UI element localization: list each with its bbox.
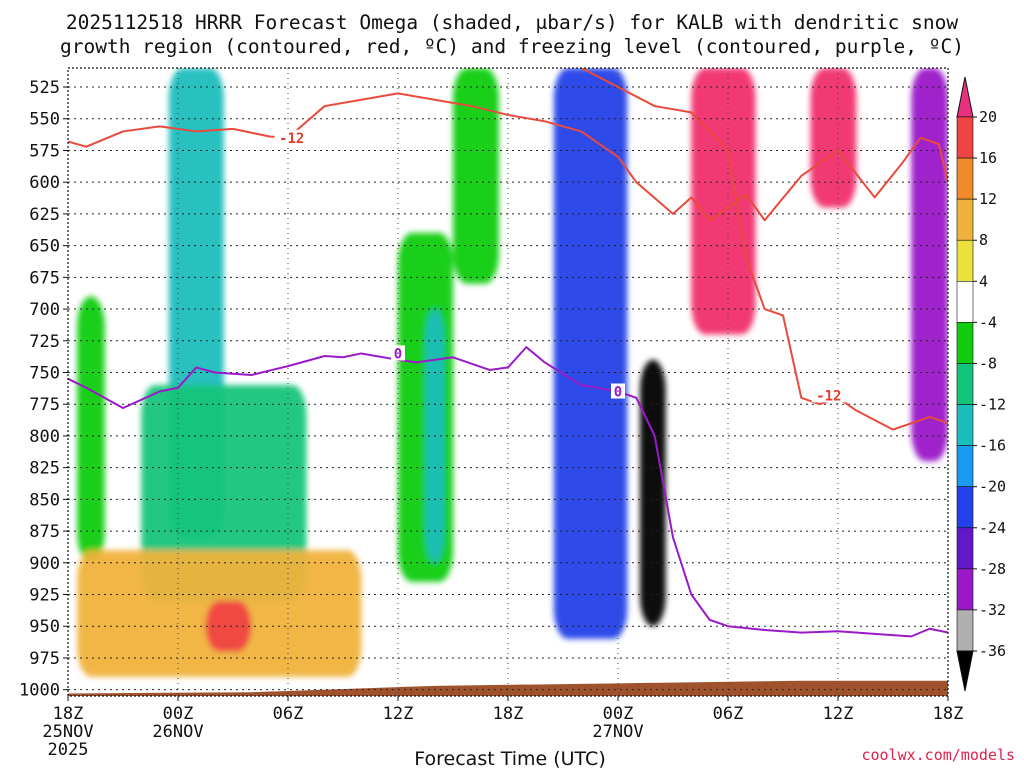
plot-area: -12 -12 0 0 xyxy=(67,67,949,697)
y-tick-label-725: 725 xyxy=(29,332,60,352)
colorbar-label-6: -8 xyxy=(979,354,997,372)
contour-label-bg-2 xyxy=(391,345,405,361)
omega-region-lower-teal-band xyxy=(141,385,307,601)
x-tick-label-2-0: 06Z xyxy=(273,704,304,724)
x-tick-label-4-0: 18Z xyxy=(493,704,524,724)
y-tick-label-975: 975 xyxy=(29,649,60,669)
omega-region-black-core-02z xyxy=(640,359,666,627)
contour-label-0: -12 xyxy=(279,131,304,147)
contour-label-2: 0 xyxy=(394,346,402,362)
colorbar-label-11: -28 xyxy=(979,560,1006,578)
y-tick-label-875: 875 xyxy=(29,522,60,542)
y-tick-label-550: 550 xyxy=(29,110,60,130)
x-tick-label-0-0: 18Z xyxy=(53,704,84,724)
colorbar-box-2 xyxy=(956,198,974,241)
colorbar-box-6 xyxy=(956,363,974,405)
omega-region-blue-column-21z xyxy=(553,68,628,639)
colorbar-box-12 xyxy=(956,609,974,652)
y-tick-label-950: 950 xyxy=(29,617,60,637)
colorbar-top-arrow xyxy=(956,76,974,118)
omega-region-purple-column-17z xyxy=(911,68,948,462)
x-tick-label-7-0: 12Z xyxy=(823,704,854,724)
x-tick-label-0-1: 25NOV xyxy=(42,722,93,742)
colorbar-box-7 xyxy=(956,404,974,446)
colorbar-box-8 xyxy=(956,445,974,487)
colorbar-label-10: -24 xyxy=(979,519,1006,537)
colorbar-label-2: 12 xyxy=(979,190,997,208)
y-tick-label-775: 775 xyxy=(29,395,60,415)
colorbar-label-5: -4 xyxy=(979,313,997,331)
grid-lines xyxy=(68,68,948,696)
y-tick-label-625: 625 xyxy=(29,205,60,225)
y-tick-label-925: 925 xyxy=(29,586,60,606)
colorbar-box-4 xyxy=(956,281,974,323)
chart-title-line-2: growth region (contoured, red, ºC) and f… xyxy=(60,35,964,58)
colorbar-box-11 xyxy=(956,568,974,611)
chart-title-line-1: 2025112518 HRRR Forecast Omega (shaded, … xyxy=(66,11,958,34)
contour-label-1: -12 xyxy=(816,388,841,404)
y-tick-label-650: 650 xyxy=(29,237,60,257)
omega-region-red-max-03z-low xyxy=(205,600,252,652)
colorbar-box-5 xyxy=(956,322,974,364)
omega-region-green-column-early xyxy=(77,296,105,563)
omega-shading xyxy=(77,68,948,677)
omega-region-magenta-column-04z xyxy=(691,68,756,335)
colorbar-label-12: -32 xyxy=(979,601,1006,619)
colorbar-box-9 xyxy=(956,486,974,529)
y-tick-label-825: 825 xyxy=(29,459,60,479)
colorbar-label-9: -20 xyxy=(979,478,1006,496)
x-tick-label-6-0: 06Z xyxy=(713,704,744,724)
dgz-contour-lower xyxy=(580,68,948,431)
dgz-contour-upper xyxy=(68,92,948,222)
x-tick-label-5-1: 27NOV xyxy=(592,722,643,742)
contour-label-bg-0 xyxy=(274,129,309,145)
colorbar-box-3 xyxy=(956,239,974,282)
colorbar-box-0 xyxy=(956,116,974,159)
colorbar: 20 16 12 8 4 -4 -8 -12 -16 -20 -24 -28 -32 -36 xyxy=(956,76,1006,692)
contour-label-bg-1 xyxy=(811,387,846,403)
y-tick-label-800: 800 xyxy=(29,427,60,447)
contour-labels: -12 -12 0 0 xyxy=(274,129,846,404)
contour-lines xyxy=(68,68,948,638)
colorbar-label-7: -12 xyxy=(979,396,1006,414)
y-tick-label-675: 675 xyxy=(29,268,60,288)
freezing-level-contour xyxy=(68,346,948,638)
credit-label: coolwx.com/models xyxy=(861,746,1015,764)
x-tick-label-8-0: 18Z xyxy=(933,704,964,724)
y-axis: 525 550 575 600 625 650 675 700 725 750 775 800 825 8… xyxy=(19,78,68,701)
colorbar-label-3: 8 xyxy=(979,231,988,249)
colorbar-label-0: 20 xyxy=(979,108,997,126)
x-axis-label: Forecast Time (UTC) xyxy=(414,748,605,768)
y-tick-label-750: 750 xyxy=(29,363,60,383)
contour-label-3: 0 xyxy=(614,385,622,401)
colorbar-label-4: 4 xyxy=(979,272,988,290)
y-tick-label-900: 900 xyxy=(29,554,60,574)
x-tick-label-0-2: 2025 xyxy=(48,740,89,760)
colorbar-label-13: -36 xyxy=(979,642,1006,660)
contour-label-bg-3 xyxy=(611,383,625,399)
omega-region-magenta-column-11z xyxy=(810,68,857,208)
y-tick-label-1000: 1000 xyxy=(19,681,60,701)
colorbar-box-1 xyxy=(956,157,974,200)
colorbar-label-8: -16 xyxy=(979,437,1006,455)
y-tick-label-700: 700 xyxy=(29,300,60,320)
colorbar-bottom-arrow xyxy=(956,650,974,692)
colorbar-box-10 xyxy=(956,527,974,570)
y-tick-label-850: 850 xyxy=(29,490,60,510)
x-tick-label-1-1: 26NOV xyxy=(152,722,203,742)
omega-region-green-column-20z xyxy=(453,68,499,284)
y-tick-label-525: 525 xyxy=(29,78,60,98)
x-tick-label-5-0: 00Z xyxy=(603,704,634,724)
colorbar-label-1: 16 xyxy=(979,149,997,167)
y-tick-label-575: 575 xyxy=(29,141,60,161)
x-tick-label-1-0: 00Z xyxy=(163,704,194,724)
x-tick-label-3-0: 12Z xyxy=(383,704,414,724)
y-tick-label-600: 600 xyxy=(29,173,60,193)
